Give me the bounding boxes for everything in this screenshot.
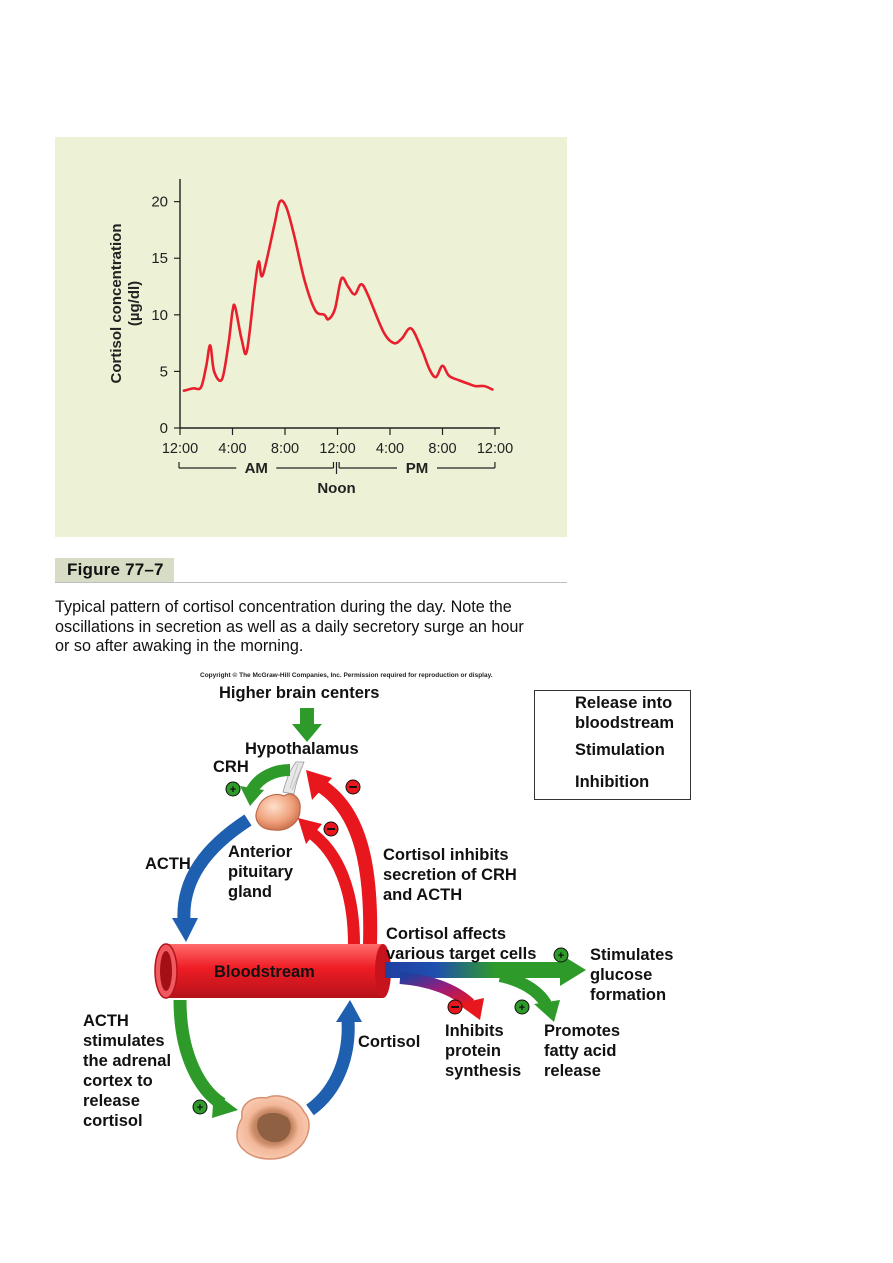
caption-line: oscillations in secretion as well as a d… <box>55 617 524 636</box>
am-label: AM <box>245 460 268 477</box>
cortisol-chart: 0 5 10 15 20 12:00 4:00 8:00 12:00 4:00 8:00 12:00 A… <box>108 179 513 497</box>
figure-label: Figure 77–7 <box>55 558 174 582</box>
plus-badge-adrenal: + <box>192 1099 208 1115</box>
fatty-label-line1: Promotes <box>544 1022 621 1040</box>
y-tick-label: 0 <box>160 420 168 437</box>
bloodstream-label: Bloodstream <box>214 963 315 981</box>
y-tick-label: 5 <box>160 363 168 380</box>
svg-text:+: + <box>558 950 564 962</box>
affects-label-line2: various target cells <box>386 945 537 963</box>
y-axis-unit-label: (µg/dl) <box>126 281 143 326</box>
acth-stimulates-adrenal-arrow <box>173 999 238 1118</box>
protein-label-line2: protein <box>445 1042 501 1060</box>
minus-badge-hypothalamus <box>345 779 361 795</box>
acth-stim-line5: release <box>83 1092 140 1110</box>
x-tick-label: 12:00 <box>477 441 513 457</box>
acth-label: ACTH <box>145 855 191 873</box>
legend-release-line2: bloodstream <box>575 714 675 732</box>
acth-release-arrow <box>172 814 252 942</box>
pituitary-label-line1: Anterior <box>228 843 293 861</box>
acth-stim-line2: stimulates <box>83 1032 165 1050</box>
inhibits-label-line2: secretion of CRH <box>383 866 517 884</box>
inhibits-label-line3: and ACTH <box>383 886 463 904</box>
plus-badge-glucose: + <box>553 947 569 963</box>
pituitary-gland-icon <box>255 793 301 831</box>
affects-label-line1: Cortisol affects <box>386 925 507 943</box>
minus-badge-protein <box>447 999 463 1015</box>
legend-release-line1: Release into <box>575 694 673 712</box>
cortisol-label: Cortisol <box>358 1033 421 1051</box>
acth-stim-line3: the adrenal <box>83 1052 172 1070</box>
fatty-label-line3: release <box>544 1062 601 1080</box>
cortisol-chart-panel: 0 5 10 15 20 12:00 4:00 8:00 12:00 4:00 8:00 12:00 A… <box>55 137 567 537</box>
crh-label: CRH <box>213 758 249 776</box>
x-tick-label: 12:00 <box>162 441 198 457</box>
plus-badge-fatty-acid: + <box>514 999 530 1015</box>
brain-to-hypothalamus-arrow <box>292 708 322 742</box>
x-tick-label: 8:00 <box>428 441 456 457</box>
legend-stimulation: Stimulation <box>575 741 665 759</box>
acth-stim-line6: cortisol <box>83 1112 143 1130</box>
protein-label-line1: Inhibits <box>445 1022 504 1040</box>
minus-badge-pituitary <box>323 821 339 837</box>
crh-arrow <box>240 764 291 806</box>
plus-badge-crh: + <box>225 781 241 797</box>
y-axis-label: Cortisol concentration <box>108 223 125 383</box>
x-tick-label: 4:00 <box>218 441 246 457</box>
svg-text:+: + <box>197 1102 203 1114</box>
y-tick-label: 20 <box>151 194 168 211</box>
x-tick-label: 12:00 <box>319 441 355 457</box>
glucose-label-line1: Stimulates <box>590 946 674 964</box>
cortisol-series-line <box>182 199 494 392</box>
x-tick-label: 8:00 <box>271 441 299 457</box>
inhibit-pituitary-arrow <box>298 818 360 946</box>
pituitary-label-line2: pituitary <box>228 863 294 881</box>
y-tick-label: 15 <box>151 250 168 267</box>
protein-label-line3: synthesis <box>445 1062 522 1080</box>
svg-text:+: + <box>519 1002 525 1014</box>
glucose-label-line3: formation <box>590 986 667 1004</box>
legend-inhibition: Inhibition <box>575 773 650 791</box>
noon-label: Noon <box>317 480 355 497</box>
inhibit-hypothalamus-arrow <box>306 770 378 946</box>
figure-caption: Typical pattern of cortisol concentratio… <box>55 598 575 657</box>
cortisol-release-arrow <box>306 1000 362 1116</box>
hypothalamus-label: Hypothalamus <box>245 740 359 758</box>
acth-stim-line4: cortex to <box>83 1072 153 1090</box>
higher-brain-centers-label: Higher brain centers <box>219 684 380 702</box>
pm-label: PM <box>406 460 429 477</box>
bloodstream-vessel <box>154 943 391 999</box>
inhibits-label-line1: Cortisol inhibits <box>383 846 509 864</box>
legend: Release into bloodstream Stimulation Inh… <box>534 690 691 800</box>
hypothalamus-icon <box>282 761 305 795</box>
copyright-notice: Copyright © The McGraw-Hill Companies, I… <box>200 672 493 679</box>
target-flow-arrows <box>385 954 586 1022</box>
caption-line: Typical pattern of cortisol concentratio… <box>55 598 512 616</box>
y-tick-label: 10 <box>151 307 168 324</box>
adrenal-gland-icon <box>236 1095 310 1160</box>
acth-stim-line1: ACTH <box>83 1012 129 1030</box>
caption-line: or so after awaking in the morning. <box>55 637 304 655</box>
pituitary-label-line3: gland <box>228 883 272 901</box>
glucose-label-line2: glucose <box>590 966 653 984</box>
fatty-label-line2: fatty acid <box>544 1042 617 1060</box>
x-tick-label: 4:00 <box>376 441 404 457</box>
figure-label-bar: Figure 77–7 <box>55 558 567 583</box>
svg-text:+: + <box>230 784 236 796</box>
